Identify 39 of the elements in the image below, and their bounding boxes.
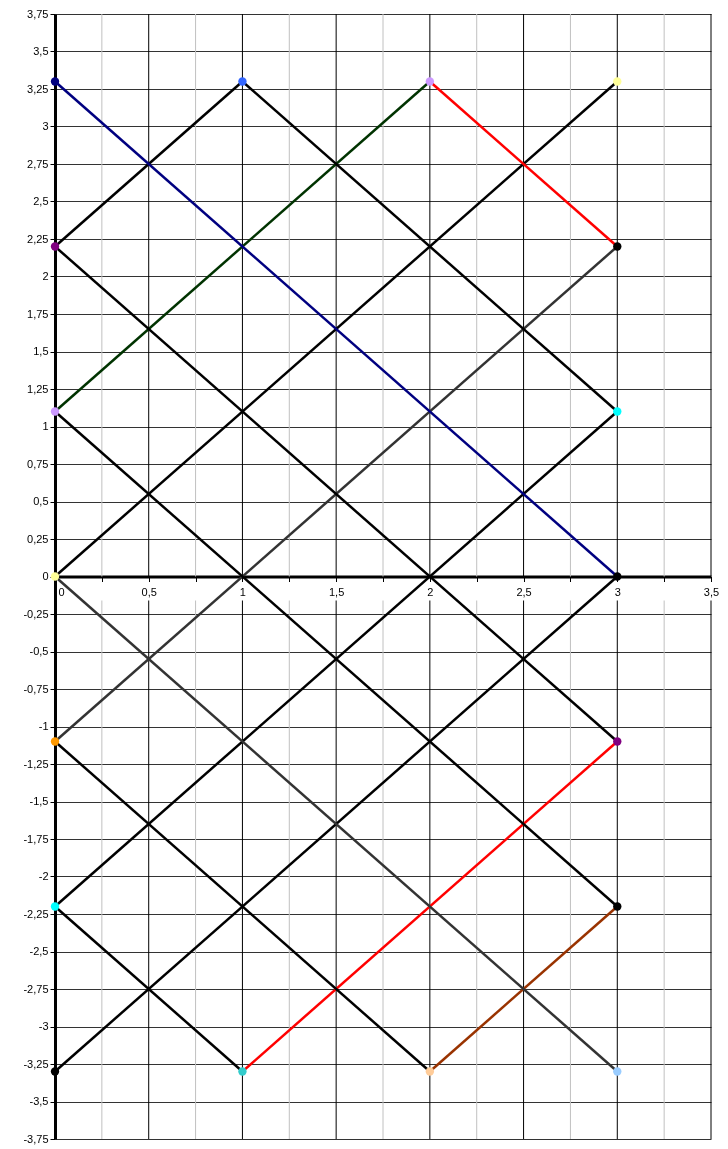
y-tick-label: -3,75 (23, 1132, 49, 1145)
y-tick-label: -3,5 (29, 1095, 49, 1107)
y-tick-label: -1,25 (23, 757, 49, 770)
y-tick-label: -2 (38, 870, 49, 882)
y-tick-label: -1 (38, 720, 49, 732)
y-tick-label: 3,5 (33, 45, 49, 57)
y-tick-label: 2,5 (33, 195, 49, 207)
y-tick-label: 0,5 (33, 495, 49, 507)
y-tick-label: 0 (42, 570, 49, 582)
y-tick-label: -3 (38, 1020, 49, 1032)
y-tick-label: 0,25 (27, 532, 49, 545)
y-tick-label: -0,5 (29, 645, 49, 657)
y-tick-label: -2,25 (23, 907, 49, 920)
y-tick-label: -2,75 (23, 982, 49, 995)
x-tick-label: 3 (614, 586, 621, 598)
x-tick-label: 2 (427, 586, 434, 598)
x-tick-label: 0,5 (141, 586, 157, 598)
y-tick-label: 3 (42, 120, 49, 132)
y-tick-label: -0,75 (23, 682, 49, 695)
y-tick-label: -0,25 (23, 607, 49, 620)
x-tick-label: 1 (239, 586, 246, 598)
y-tick-label: 3,75 (27, 7, 49, 20)
y-tick-label: 2 (42, 270, 49, 282)
y-tick-label: -1,5 (29, 795, 49, 807)
y-tick-label: 3,25 (27, 82, 49, 95)
x-tick-label: 2,5 (516, 586, 532, 598)
y-tick-label: 1 (42, 420, 49, 432)
x-tick-label: 3,5 (703, 586, 720, 598)
y-tick-label: 1,5 (33, 345, 49, 357)
y-tick-label: 2,25 (27, 232, 49, 245)
x-tick-label: 0 (58, 586, 65, 598)
x-tick-label: 1,5 (328, 586, 345, 598)
y-tick-label: -2,5 (29, 945, 49, 957)
y-tick-label: 0,75 (27, 457, 49, 470)
y-tick-label: -3,25 (23, 1057, 49, 1070)
y-tick-label: 2,75 (27, 157, 49, 170)
y-tick-label: 1,25 (27, 382, 49, 395)
y-tick-label: 1,75 (27, 307, 49, 320)
y-tick-label: -1,75 (23, 832, 49, 845)
